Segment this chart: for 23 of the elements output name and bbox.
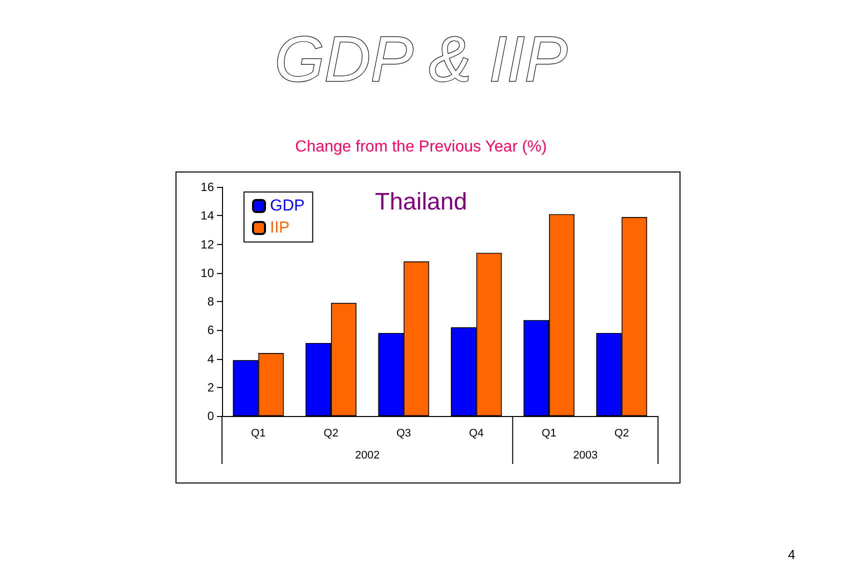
legend-label: IIP: [270, 220, 290, 236]
text: 2002: [355, 450, 380, 462]
y-tick-label: 16: [200, 180, 214, 194]
y-tick-label: 14: [200, 208, 214, 223]
x-tick-label: Q2: [324, 428, 338, 440]
annotation: Thailand: [375, 188, 468, 216]
y-tick-label: 4: [207, 352, 214, 366]
x-tick-label: Q1: [250, 428, 266, 440]
y-tick-label: 6: [207, 323, 214, 338]
text: 2003: [573, 450, 598, 462]
y-tick-label: 12: [200, 237, 214, 252]
x-tick-label: Q4: [468, 428, 484, 440]
legend-label: GDP: [270, 198, 305, 214]
text: 4: [788, 547, 796, 562]
x-tick-label: Q2: [614, 428, 630, 440]
x-tick-label: Q3: [396, 428, 412, 440]
y-tick-label: 2: [207, 380, 214, 394]
y-tick-label: 0: [207, 409, 214, 423]
x-tick-label: Q1: [542, 428, 556, 440]
y-tick-label: 10: [200, 266, 214, 280]
chart-subtitle: Change from the Previous Year (%): [295, 138, 547, 156]
y-tick-label: 8: [207, 294, 214, 308]
chart-title: GDP & IIP: [274, 23, 568, 95]
